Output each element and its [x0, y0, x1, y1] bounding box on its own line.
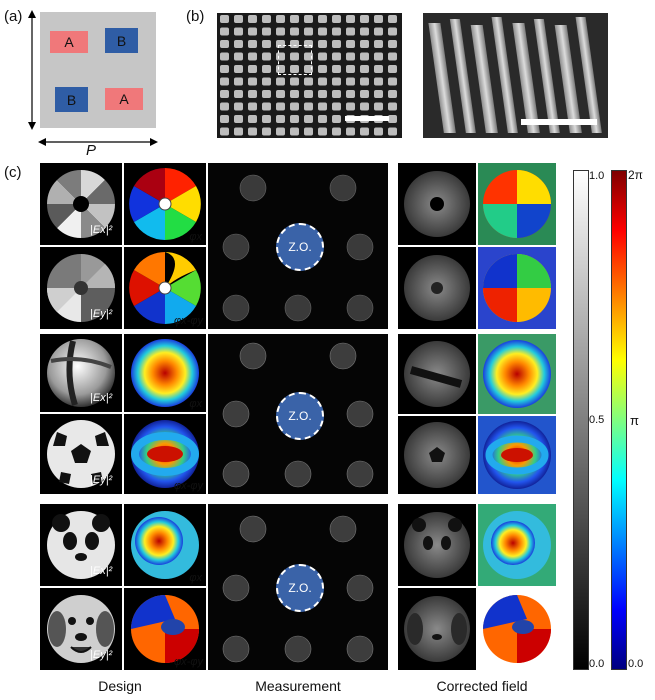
period-label: P: [86, 142, 97, 159]
ey-label: |Ey|²: [90, 474, 113, 486]
design-phase-xy-1: φx-φy: [124, 247, 206, 329]
phix-label: φx: [189, 231, 202, 243]
phase-bar-top-label: 2π: [628, 168, 643, 182]
cell-a-bottom-right: A: [105, 88, 143, 110]
cell-a-top-left: A: [50, 31, 88, 53]
cell-label: B: [66, 91, 77, 108]
design-phase-x-2: φx: [124, 334, 206, 412]
sem-inset-marker: [278, 45, 312, 75]
phixy-label: φx-φy: [173, 315, 203, 327]
design-phase-xy-3: φx-φy: [124, 588, 206, 670]
corrected-intensity-y-1: [398, 247, 476, 329]
ey-label: |Ey|²: [90, 308, 113, 320]
measurement-2: Z.O.: [208, 334, 388, 494]
design-intensity-y-3: [40, 588, 122, 670]
zero-order-marker: Z.O.: [276, 564, 324, 612]
corrected-phase-xy-2: [478, 416, 556, 494]
zero-order-marker: Z.O.: [276, 223, 324, 271]
corrected-intensity-x-1: [398, 163, 476, 245]
ex-label: |Ex|²: [90, 565, 113, 577]
phase-bar-bottom-label: 0.0: [628, 658, 644, 670]
design-phase-xy-2: φx-φy: [124, 414, 206, 494]
caption-corrected-field: Corrected field: [436, 678, 528, 694]
unit-cell-diagram: [24, 8, 164, 158]
corrected-phase-x-3: [478, 504, 556, 586]
phase-bar-mid-label: π: [630, 413, 639, 428]
design-intensity-x-3: [40, 504, 122, 586]
phix-label: φx: [189, 398, 202, 410]
phix-label: φx: [189, 572, 202, 584]
design-phase-x-1: φx: [124, 163, 206, 245]
caption-design: Design: [98, 678, 142, 694]
cell-label: A: [64, 34, 74, 50]
gray-bar-bottom-label: 0.0: [589, 658, 605, 670]
corrected-phase-x-2: [478, 334, 556, 414]
phase-colorbar: [611, 170, 627, 670]
corrected-intensity-x-2: [398, 334, 476, 414]
ey-label: |Ey|²: [90, 649, 113, 661]
panel-label-a: (a): [4, 8, 23, 25]
corrected-phase-x-1: [478, 163, 556, 245]
gray-bar-mid-label: 0.5: [589, 414, 605, 426]
design-intensity-x-1: [40, 163, 122, 245]
panel-label-b: (b): [186, 8, 205, 25]
phixy-label: φx-φy: [173, 656, 203, 668]
design-intensity-y-2: [40, 414, 122, 494]
phixy-label: φx-φy: [173, 480, 203, 492]
sem-top-view: [217, 13, 402, 138]
measurement-1: Z.O.: [208, 163, 388, 329]
sem-tilted-view: [423, 13, 608, 138]
panel-label-c: (c): [4, 164, 22, 181]
corrected-intensity-y-3: [398, 588, 476, 670]
ex-label: |Ex|²: [90, 392, 113, 404]
measurement-3: Z.O.: [208, 504, 388, 670]
corrected-phase-xy-3: [478, 588, 556, 670]
corrected-phase-xy-1: [478, 247, 556, 329]
cell-label: A: [119, 91, 129, 107]
cell-b-bottom-left: B: [55, 87, 88, 112]
design-intensity-y-1: [40, 247, 122, 329]
corrected-intensity-y-2: [398, 416, 476, 494]
design-intensity-x-2: [40, 334, 122, 412]
gray-bar-top-label: 1.0: [589, 170, 605, 182]
cell-label: B: [116, 32, 127, 49]
caption-measurement: Measurement: [255, 678, 341, 694]
cell-b-top-right: B: [105, 28, 138, 53]
grayscale-colorbar: [573, 170, 589, 670]
corrected-intensity-x-3: [398, 504, 476, 586]
ex-label: |Ex|²: [90, 224, 113, 236]
design-phase-x-3: φx: [124, 504, 206, 586]
zero-order-marker: Z.O.: [276, 392, 324, 440]
